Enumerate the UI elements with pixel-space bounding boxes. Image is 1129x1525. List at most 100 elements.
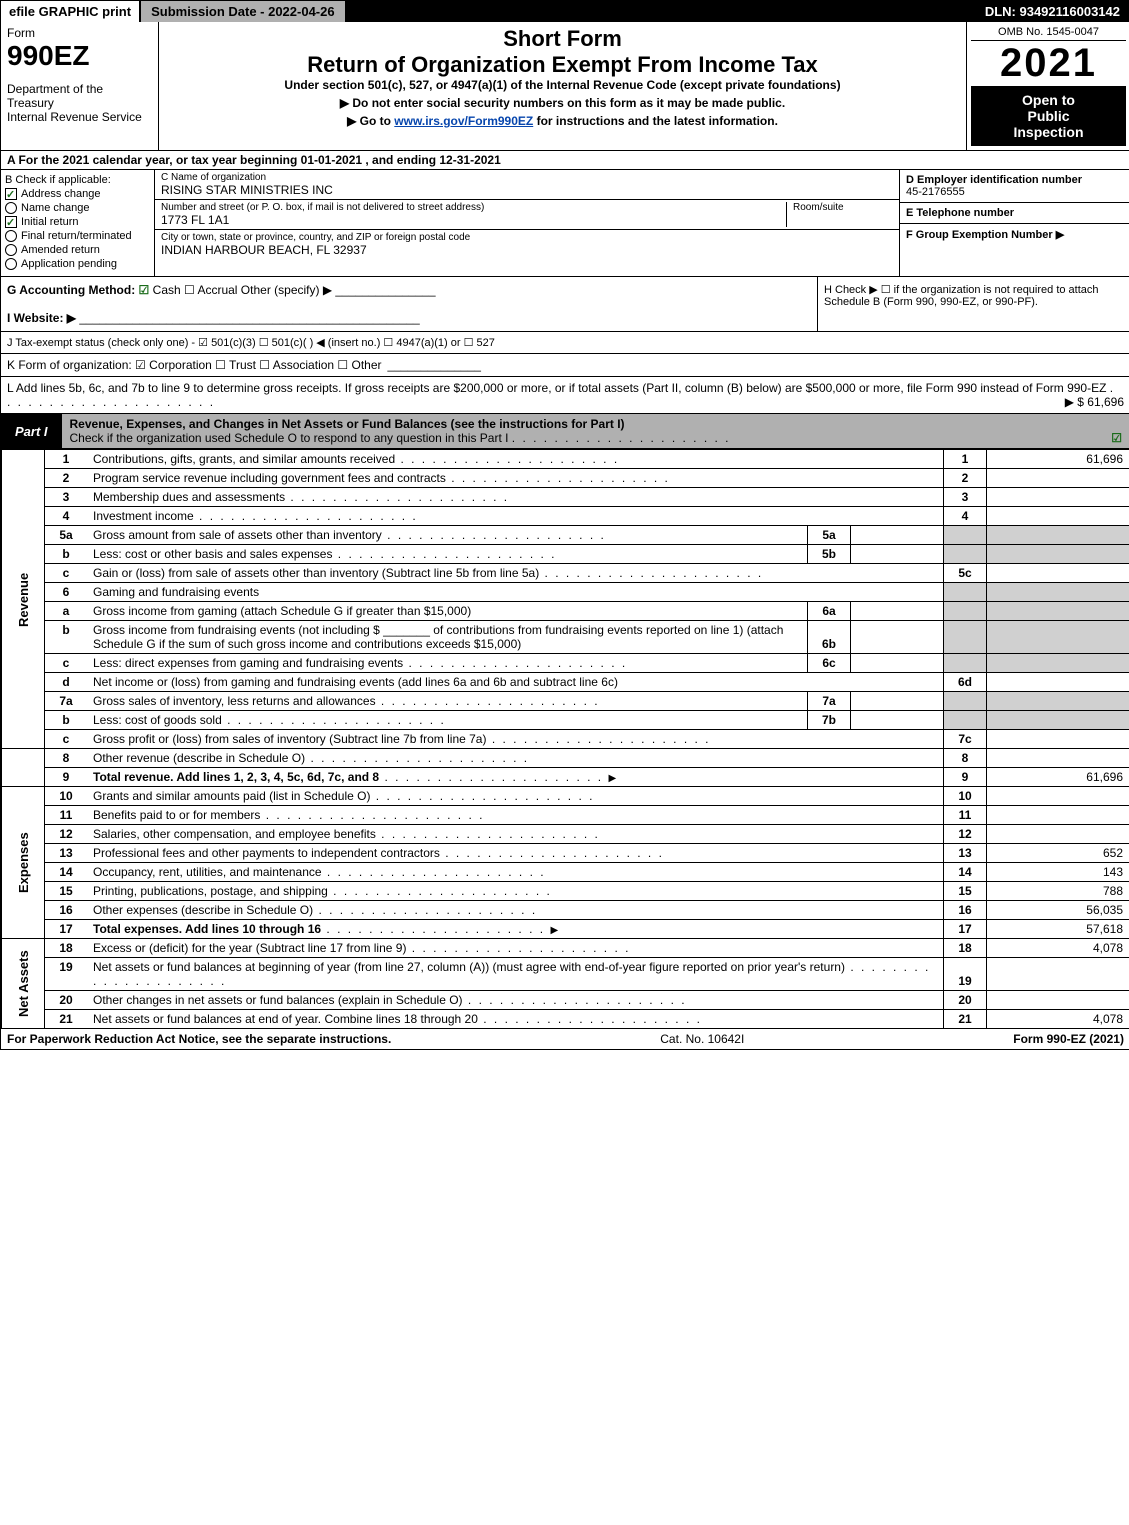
line-9: 9 Total revenue. Add lines 1, 2, 3, 4, 5…: [2, 768, 1129, 787]
chk-final-return: Final return/terminated: [5, 230, 150, 242]
section-j: J Tax-exempt status (check only one) - ☑…: [1, 332, 1129, 354]
revenue-vlabel: Revenue: [2, 450, 45, 749]
line-sub: 7b: [808, 711, 851, 730]
shaded-cell: [944, 526, 987, 545]
line-num: 8: [944, 749, 987, 768]
line-num: 21: [944, 1010, 987, 1029]
dots: [332, 547, 556, 561]
lineno: c: [45, 654, 88, 673]
line-amount: 652: [987, 844, 1129, 863]
checkbox-icon[interactable]: [5, 216, 17, 228]
dots: [285, 490, 509, 504]
efile-graphic-print: efile GRAPHIC print: [1, 1, 141, 22]
section-h: H Check ▶ ☐ if the organization is not r…: [817, 277, 1129, 331]
section-l: L Add lines 5b, 6c, and 7b to line 9 to …: [1, 377, 1129, 414]
line-subamt: [851, 621, 944, 654]
dots: [463, 993, 687, 1007]
line-desc: Less: direct expenses from gaming and fu…: [93, 656, 403, 670]
header-left: Form 990EZ Department of the Treasury In…: [1, 22, 159, 150]
line-21: 21 Net assets or fund balances at end of…: [2, 1010, 1129, 1029]
shaded-cell: [944, 711, 987, 730]
badge-line2: Public: [975, 108, 1122, 124]
section-i: I Website: ▶: [7, 311, 76, 325]
line-desc: Gross profit or (loss) from sales of inv…: [93, 732, 486, 746]
line-desc: Net assets or fund balances at end of ye…: [93, 1012, 478, 1026]
checkbox-icon[interactable]: [5, 202, 17, 214]
shaded-cell: [987, 602, 1129, 621]
line-14: 14 Occupancy, rent, utilities, and maint…: [2, 863, 1129, 882]
shaded-cell: [987, 621, 1129, 654]
entity-block: B Check if applicable: Address change Na…: [1, 170, 1129, 277]
line-num: 1: [944, 450, 987, 469]
dots: [328, 884, 552, 898]
tax-year: 2021: [971, 41, 1126, 86]
line-10: Expenses 10 Grants and similar amounts p…: [2, 787, 1129, 806]
part1-check-text: Check if the organization used Schedule …: [70, 431, 509, 445]
shaded-cell: [944, 602, 987, 621]
chk-label: Final return/terminated: [21, 230, 132, 242]
line-desc: Total expenses. Add lines 10 through 16: [93, 922, 321, 936]
part1-label: Part I: [1, 421, 62, 442]
subtitle: Under section 501(c), 527, or 4947(a)(1)…: [163, 78, 962, 92]
line-desc: Other revenue (describe in Schedule O): [93, 751, 305, 765]
line-3: 3 Membership dues and assessments 3: [2, 488, 1129, 507]
g-label: G Accounting Method:: [7, 283, 135, 297]
lineno: 4: [45, 507, 88, 526]
org-name-row: C Name of organization RISING STAR MINIS…: [155, 170, 899, 200]
section-k: K Form of organization: ☑ Corporation ☐ …: [1, 354, 1129, 377]
line-desc: Gross amount from sale of assets other t…: [93, 528, 382, 542]
line-15: 15 Printing, publications, postage, and …: [2, 882, 1129, 901]
line-num: 4: [944, 507, 987, 526]
arrow-icon: [606, 770, 618, 784]
dots: [478, 1012, 702, 1026]
dots: [440, 846, 664, 860]
irs-label: Internal Revenue Service: [7, 110, 152, 124]
line-amount: [987, 507, 1129, 526]
instruction-2: ▶ Go to www.irs.gov/Form990EZ for instru…: [163, 114, 962, 128]
line-5b: b Less: cost or other basis and sales ex…: [2, 545, 1129, 564]
shaded-cell: [944, 545, 987, 564]
dots: [382, 528, 606, 542]
e-label: E Telephone number: [906, 207, 1014, 219]
line-desc: Gross income from gaming (attach Schedul…: [93, 604, 471, 618]
line-4: 4 Investment income 4: [2, 507, 1129, 526]
chk-label: Name change: [21, 202, 90, 214]
checkbox-icon[interactable]: [5, 230, 17, 242]
line-6b: b Gross income from fundraising events (…: [2, 621, 1129, 654]
lineno: 12: [45, 825, 88, 844]
dots: [395, 452, 619, 466]
checkbox-icon[interactable]: [5, 244, 17, 256]
dots: [222, 713, 446, 727]
lineno: 8: [45, 749, 88, 768]
line-desc: Other expenses (describe in Schedule O): [93, 903, 313, 917]
lineno: b: [45, 711, 88, 730]
line-desc: Program service revenue including govern…: [93, 471, 446, 485]
line-num: 16: [944, 901, 987, 920]
dots: [486, 732, 710, 746]
line-num: 11: [944, 806, 987, 825]
line-sub: 5b: [808, 545, 851, 564]
checkbox-icon[interactable]: [5, 188, 17, 200]
line-num: 6d: [944, 673, 987, 692]
section-a-text: A For the 2021 calendar year, or tax yea…: [7, 153, 501, 167]
checkbox-icon[interactable]: [5, 258, 17, 270]
arrow-icon: [548, 922, 560, 936]
instruction-1: ▶ Do not enter social security numbers o…: [163, 96, 962, 110]
g-accrual: Accrual: [197, 283, 237, 297]
netassets-vlabel: Net Assets: [2, 939, 45, 1029]
lineno: 19: [45, 958, 88, 991]
shaded-cell: [987, 545, 1129, 564]
line-num: 20: [944, 991, 987, 1010]
line-num: 17: [944, 920, 987, 939]
line-num: 18: [944, 939, 987, 958]
line-desc: Gross income from fundraising events (no…: [93, 623, 380, 637]
irs-link[interactable]: www.irs.gov/Form990EZ: [394, 114, 533, 128]
line-2: 2 Program service revenue including gove…: [2, 469, 1129, 488]
f-label: F Group Exemption Number ▶: [906, 229, 1064, 241]
part1-table: Revenue 1 Contributions, gifts, grants, …: [1, 449, 1129, 1029]
chk-label: Amended return: [21, 244, 100, 256]
line-amount: [987, 488, 1129, 507]
shaded-cell: [944, 621, 987, 654]
line-amount: 61,696: [987, 450, 1129, 469]
footer-right: Form 990-EZ (2021): [1013, 1032, 1124, 1046]
